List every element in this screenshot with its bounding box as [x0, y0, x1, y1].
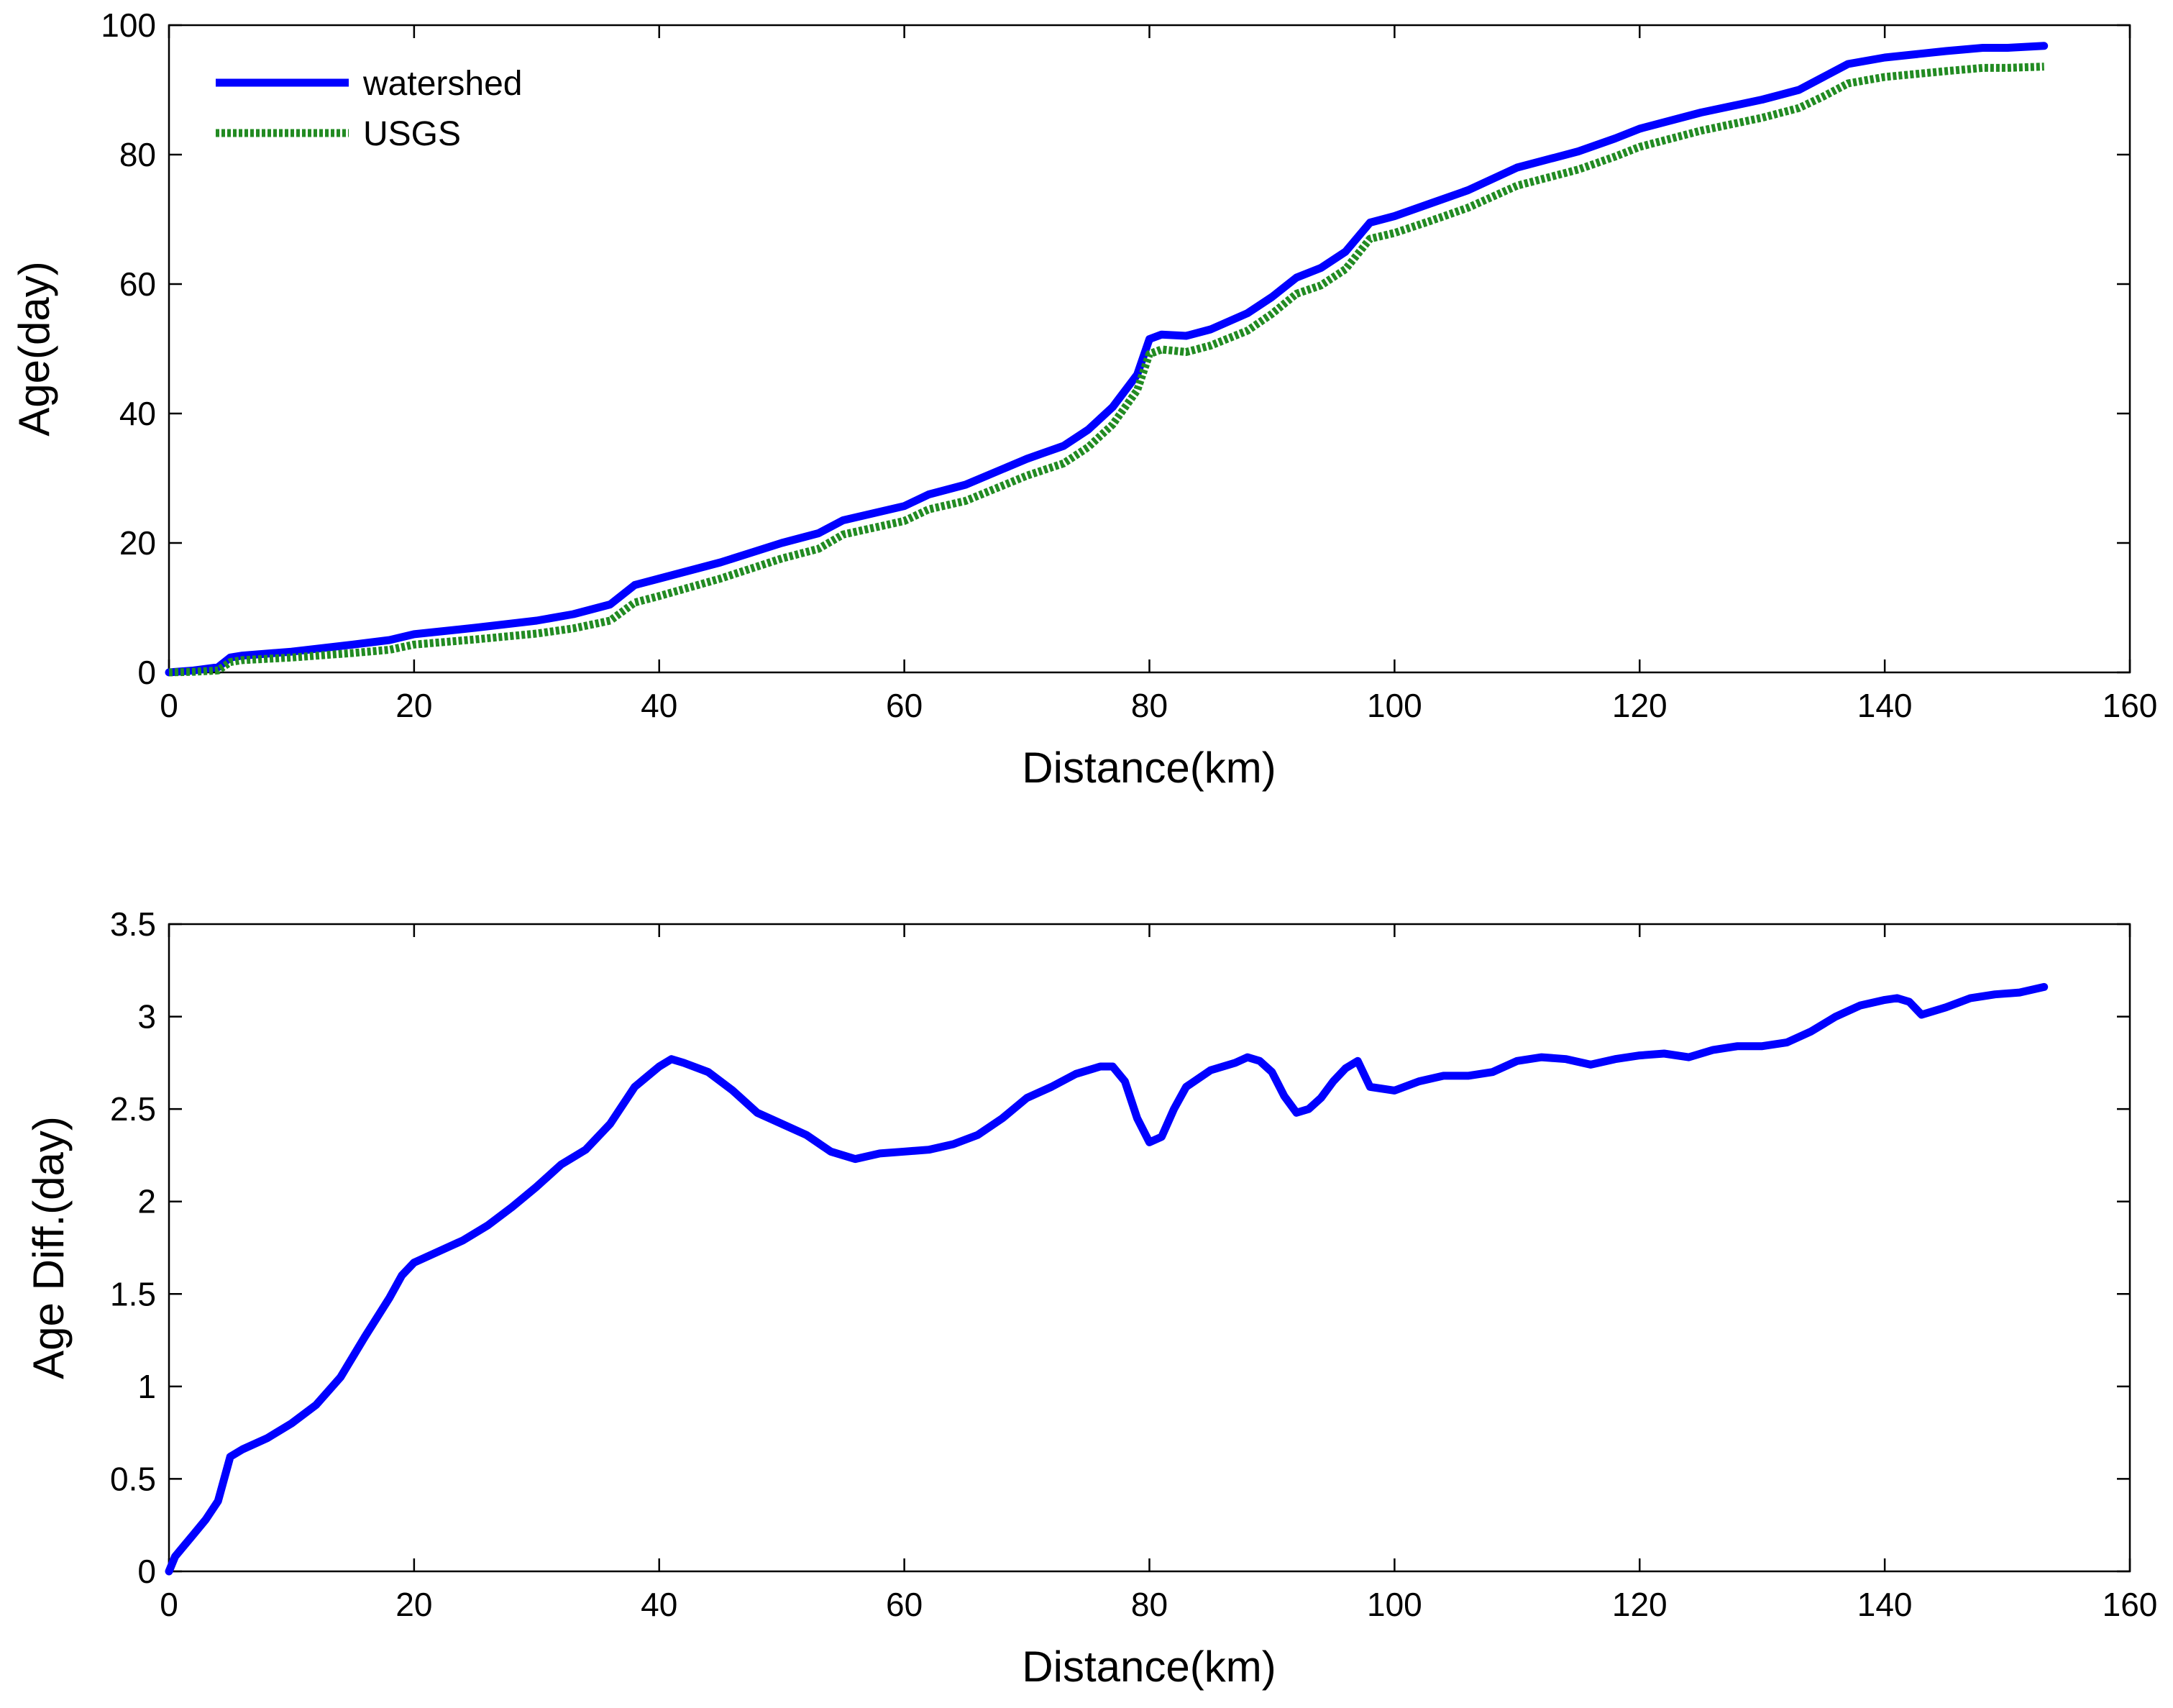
age-diff-x-tick-label: 160: [2103, 1586, 2158, 1623]
age-x-tick-label: 60: [886, 687, 923, 724]
age-y-tick-label: 20: [119, 524, 156, 562]
age-x-tick-label: 140: [1857, 687, 1913, 724]
age-diff-x-tick-label: 60: [886, 1586, 923, 1623]
age-x-tick-label: 0: [160, 687, 178, 724]
age-chart: 0 20 40 60 80 100 120 140 160 0 20 40 60 80 100 Distan…: [10, 6, 2157, 792]
age-diff-y-tick-label: 3: [137, 998, 156, 1036]
age-x-tick-label: 100: [1367, 687, 1422, 724]
age-x-tick-label: 160: [2103, 687, 2158, 724]
age-chart-x-axis-label: Distance(km): [1022, 744, 1276, 792]
age-diff-y-tick-label: 2.5: [110, 1090, 156, 1128]
age-diff-y-tick-label: 1: [137, 1368, 156, 1405]
age-diff-chart-y-axis-label: Age Diff.(day): [24, 1116, 73, 1379]
age-diff-y-tick-label: 3.5: [110, 905, 156, 943]
legend-label-usgs: USGS: [363, 115, 461, 153]
age-diff-y-tick-label: 0: [137, 1553, 156, 1590]
age-diff-chart-x-axis-label: Distance(km): [1022, 1643, 1276, 1691]
age-diff-series-line-age-diff: [165, 982, 2049, 1576]
legend-label-watershed: watershed: [362, 65, 522, 103]
age-diff-y-tick-label: 1.5: [110, 1275, 156, 1312]
age-series-line-watershed: [165, 42, 2049, 677]
age-y-tick-label: 100: [101, 6, 156, 44]
age-series-line-usgs: [168, 63, 2044, 677]
age-diff-chart: 0 20 40 60 80 100 120 140 160 0 0.5 1 1.5 2 2.5 3 3.5 Di…: [24, 905, 2157, 1691]
legend: watershed USGS: [201, 54, 575, 169]
age-diff-x-tick-label: 40: [641, 1586, 677, 1623]
legend-box: [201, 54, 575, 169]
age-diff-y-tick-label: 2: [137, 1183, 156, 1220]
age-diff-y-tick-label: 0.5: [110, 1460, 156, 1497]
age-diff-x-tick-label: 120: [1612, 1586, 1668, 1623]
age-diff-x-tick-label: 100: [1367, 1586, 1422, 1623]
age-y-tick-label: 0: [137, 654, 156, 691]
age-chart-y-axis-label: Age(day): [10, 261, 58, 436]
age-x-tick-label: 120: [1612, 687, 1668, 724]
age-x-tick-label: 20: [395, 687, 432, 724]
age-y-tick-label: 60: [119, 265, 156, 303]
age-chart-series: [165, 42, 2049, 677]
age-y-tick-label: 40: [119, 395, 156, 432]
age-diff-x-tick-label: 80: [1131, 1586, 1168, 1623]
age-chart-ticks: 0 20 40 60 80 100 120 140 160 0 20 40 60 80 100: [101, 6, 2157, 724]
age-x-tick-label: 80: [1131, 687, 1168, 724]
age-x-tick-label: 40: [641, 687, 677, 724]
age-diff-chart-ticks: 0 20 40 60 80 100 120 140 160 0 0.5 1 1.5 2 2.5 3 3.5: [110, 905, 2157, 1623]
age-diff-x-tick-label: 0: [160, 1586, 178, 1623]
age-y-tick-label: 80: [119, 136, 156, 173]
age-diff-x-tick-label: 20: [395, 1586, 432, 1623]
age-diff-chart-series: [165, 982, 2049, 1576]
age-diff-x-tick-label: 140: [1857, 1586, 1913, 1623]
